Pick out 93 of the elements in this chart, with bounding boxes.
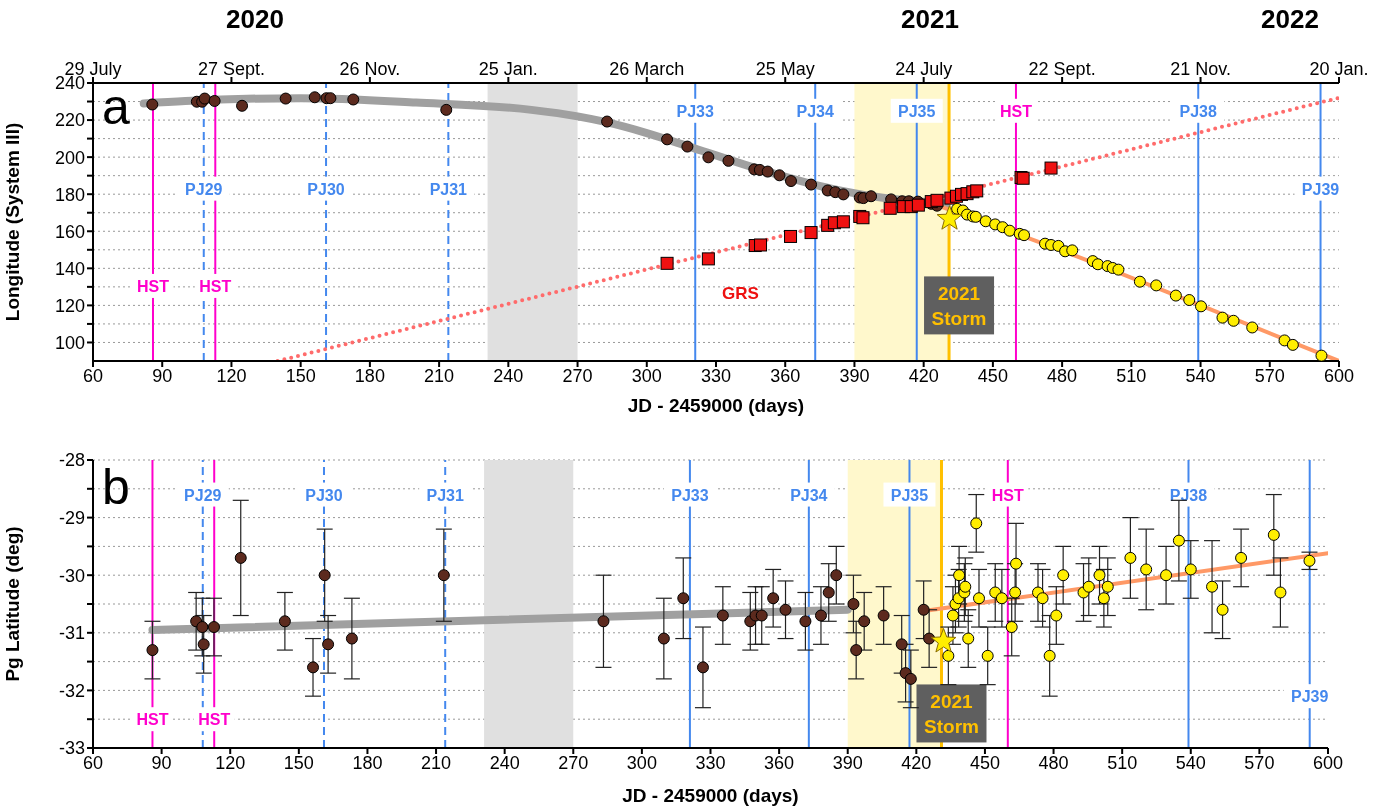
x-tick-label: 480 — [1038, 752, 1069, 773]
x-tick-label: 240 — [493, 365, 524, 386]
x2-tick-label: 24 July — [895, 59, 953, 79]
x-tick-label: 210 — [424, 365, 455, 386]
x-tick-label: 210 — [421, 752, 452, 773]
x-tick-label: 270 — [558, 752, 589, 773]
x2-tick-label: 25 Jan. — [478, 59, 538, 79]
ref-line-label: PJ38 — [1179, 102, 1218, 120]
x2-tick-label: 26 Nov. — [339, 59, 401, 79]
x-tick-label: 570 — [1254, 365, 1285, 386]
x-tick-label: 300 — [626, 752, 657, 773]
y-tick-label: -33 — [58, 738, 85, 759]
x-tick-label: 540 — [1175, 752, 1206, 773]
ref-line-label: HST — [991, 486, 1025, 504]
y-tick-label: 160 — [54, 221, 85, 242]
y-tick-label: 200 — [54, 147, 85, 168]
x-tick-label: 270 — [562, 365, 593, 386]
x2-tick-label: 21 Nov. — [1170, 59, 1231, 79]
annotation: a — [102, 79, 130, 135]
ref-line-label: PJ29 — [184, 486, 222, 504]
y-tick-label: -28 — [58, 450, 85, 471]
x2-tick-label: 25 May — [755, 59, 815, 79]
x-tick-label: 90 — [151, 752, 172, 773]
x-tick-label: 120 — [215, 752, 246, 773]
ref-line-label: PJ33 — [671, 486, 709, 504]
ref-line-label: PJ34 — [796, 102, 834, 120]
x-tick-label: 360 — [770, 365, 801, 386]
ref-line-label: HST — [199, 277, 232, 295]
y-tick-label: -31 — [58, 623, 85, 644]
x-tick-label: 180 — [354, 365, 385, 386]
ref-line-label: PJ29 — [185, 180, 223, 198]
ref-line-label: PJ31 — [426, 486, 464, 504]
ref-line-label: HST — [136, 711, 169, 729]
annotation: b — [102, 459, 130, 515]
x2-tick-label: 22 Sept. — [1028, 59, 1096, 79]
x-tick-label: 570 — [1244, 752, 1275, 773]
x-tick-label: 450 — [977, 365, 1008, 386]
x2-tick-label: 26 March — [609, 59, 685, 79]
ref-line-label: PJ30 — [305, 486, 343, 504]
x-tick-label: 510 — [1116, 365, 1147, 386]
y-tick-label: 220 — [54, 110, 85, 131]
x-tick-label: 360 — [764, 752, 795, 773]
ref-line-label: PJ31 — [429, 180, 468, 198]
text: 2020 — [226, 4, 284, 34]
x-tick-label: 480 — [1047, 365, 1078, 386]
text: 2022 — [1261, 4, 1319, 34]
x-axis-title: JD - 2459000 (days) — [627, 395, 805, 416]
x-tick-label: 330 — [700, 365, 732, 386]
ref-line-label: 2021 Storm — [924, 691, 979, 738]
x-tick-label: 420 — [901, 752, 932, 773]
x2-tick-label: 20 Jan. — [1309, 59, 1369, 79]
ref-line-label: PJ35 — [890, 486, 929, 504]
x-tick-label: 450 — [969, 752, 1000, 773]
ref-line-label: HST — [999, 102, 1033, 120]
text: 2021 — [901, 4, 959, 34]
ref-line-label: PJ35 — [898, 102, 936, 120]
y-tick-label: -29 — [58, 507, 85, 528]
ref-line-label: PJ39 — [1301, 180, 1340, 198]
ref-line-label: HST — [198, 711, 231, 729]
x-tick-label: 90 — [152, 365, 173, 386]
y-tick-label: 180 — [54, 184, 85, 205]
x-axis-title: JD - 2459000 (days) — [622, 785, 799, 806]
x-tick-label: 150 — [283, 752, 314, 773]
ref-line-label: PJ33 — [676, 102, 715, 120]
x-tick-label: 540 — [1185, 365, 1216, 386]
y-axis-title: Pg Latitude (deg) — [1, 526, 23, 682]
y-tick-label: 120 — [54, 295, 85, 316]
y-tick-label: 140 — [54, 258, 85, 279]
x-tick-label: 600 — [1323, 365, 1355, 386]
x-tick-label: 330 — [695, 752, 726, 773]
ref-line-label: PJ30 — [307, 180, 345, 198]
ref-line-label: PJ39 — [1291, 688, 1329, 706]
x-tick-label: 300 — [631, 365, 662, 386]
x-tick-label: 390 — [839, 365, 870, 386]
x-tick-label: 390 — [832, 752, 863, 773]
series-label: GRS — [722, 284, 759, 304]
x-tick-label: 420 — [908, 365, 939, 386]
y-tick-label: -32 — [58, 680, 85, 701]
x-tick-label: 120 — [216, 365, 247, 386]
ref-line-label: 2021 Storm — [931, 283, 987, 330]
x2-tick-label: 27 Sept. — [197, 59, 265, 79]
x-tick-label: 510 — [1107, 752, 1138, 773]
ref-line-label: PJ38 — [1169, 486, 1208, 504]
x-tick-label: 180 — [352, 752, 383, 773]
x-tick-label: 240 — [489, 752, 520, 773]
ref-line-label: HST — [136, 277, 170, 295]
ref-line-label: PJ34 — [790, 486, 828, 504]
x-tick-label: 150 — [285, 365, 316, 386]
x-tick-label: 600 — [1312, 752, 1344, 773]
x-tick-label: 60 — [82, 365, 104, 386]
y-tick-label: 100 — [54, 332, 85, 353]
y-tick-label: -30 — [58, 565, 85, 586]
y-axis-title: Longitude (System III) — [1, 122, 23, 322]
